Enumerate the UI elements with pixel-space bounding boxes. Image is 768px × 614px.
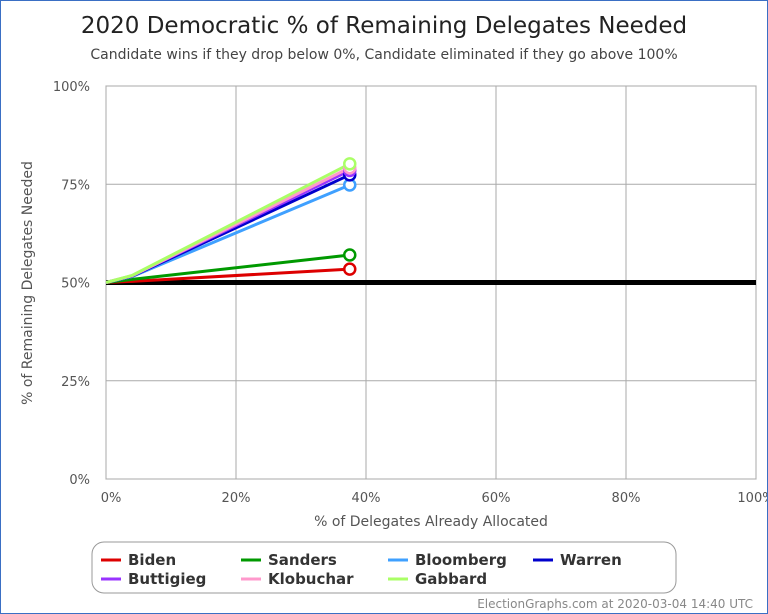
y-tick-label: 0% xyxy=(69,473,90,488)
y-axis-label: % of Remaining Delegates Needed xyxy=(20,161,36,405)
x-tick-label: 60% xyxy=(482,491,511,506)
x-tick-label: 80% xyxy=(612,491,641,506)
series-line-gabbard xyxy=(105,162,351,284)
x-tick-label: 0% xyxy=(101,491,122,506)
y-tick-label: 100% xyxy=(53,80,90,95)
legend-label-bloomberg[interactable]: Bloomberg xyxy=(415,551,507,569)
chart-subtitle: Candidate wins if they drop below 0%, Ca… xyxy=(90,47,677,63)
legend-box xyxy=(91,541,677,594)
x-tick-label: 20% xyxy=(222,491,251,506)
x-tick-label: 40% xyxy=(352,491,381,506)
legend-label-sanders[interactable]: Sanders xyxy=(268,551,337,569)
legend-label-warren[interactable]: Warren xyxy=(560,551,622,569)
series-marker-sanders[interactable] xyxy=(343,248,357,262)
credit-text: ElectionGraphs.com at 2020-03-04 14:40 U… xyxy=(477,597,753,611)
x-axis-label: % of Delegates Already Allocated xyxy=(314,514,548,530)
series-marker-gabbard[interactable] xyxy=(343,157,357,171)
legend-label-biden[interactable]: Biden xyxy=(128,551,176,569)
chart-title: 2020 Democratic % of Remaining Delegates… xyxy=(81,13,687,39)
legend-label-gabbard[interactable]: Gabbard xyxy=(415,570,487,588)
y-tick-label: 50% xyxy=(61,277,90,292)
series-marker-biden[interactable] xyxy=(343,262,357,276)
y-tick-label: 75% xyxy=(61,178,90,193)
y-tick-label: 25% xyxy=(61,375,90,390)
x-tick-label: 100% xyxy=(737,491,767,506)
legend-label-buttigieg[interactable]: Buttigieg xyxy=(128,570,206,588)
legend-label-klobuchar[interactable]: Klobuchar xyxy=(268,570,354,588)
